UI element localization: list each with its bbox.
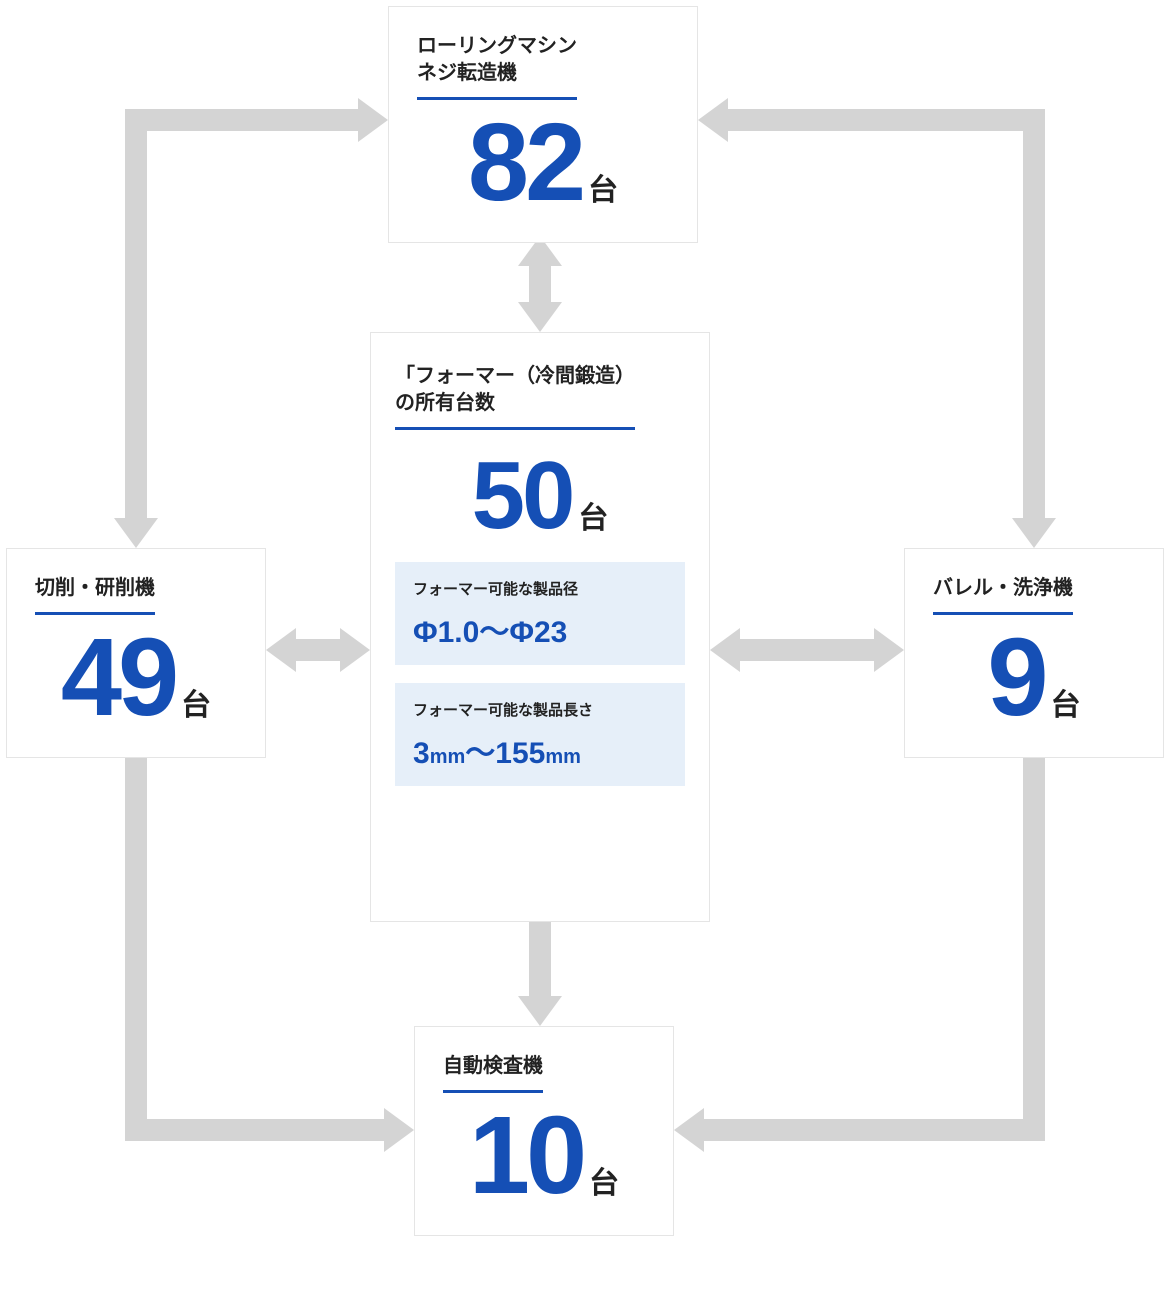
spec-diameter: フォーマー可能な製品径 Φ1.0～Φ23 — [395, 562, 685, 665]
node-value: 82 — [468, 108, 582, 218]
node-unit: 台 — [589, 1158, 619, 1202]
node-title: 自動検査機 — [443, 1053, 543, 1093]
spec-length: フォーマー可能な製品長さ 3mm～155mm — [395, 683, 685, 786]
node-unit: 台 — [181, 680, 211, 724]
node-title: 「フォーマー（冷間鍛造）の所有台数 — [395, 363, 635, 430]
node-barrel-wash: バレル・洗浄機 9 台 — [904, 548, 1164, 758]
spec-value: Φ1.0～Φ23 — [413, 607, 667, 651]
spec-label: フォーマー可能な製品長さ — [413, 699, 667, 720]
value-row: 10 台 — [443, 1101, 645, 1211]
value-row: 49 台 — [35, 623, 237, 733]
value-row: 9 台 — [933, 623, 1135, 733]
node-cutting: 切削・研削機 49 台 — [6, 548, 266, 758]
node-value: 10 — [469, 1101, 583, 1211]
node-auto-inspect: 自動検査機 10 台 — [414, 1026, 674, 1236]
diagram-canvas: ローリングマシンネジ転造機 82 台 「フォーマー（冷間鍛造）の所有台数 50 … — [0, 0, 1170, 1300]
value-row: 82 台 — [417, 108, 669, 218]
spec-label: フォーマー可能な製品径 — [413, 578, 667, 599]
node-value: 49 — [61, 623, 175, 733]
node-rolling-machine: ローリングマシンネジ転造機 82 台 — [388, 6, 698, 243]
node-unit: 台 — [1051, 680, 1081, 724]
value-row: 50 台 — [395, 448, 685, 544]
node-value: 50 — [472, 448, 573, 544]
node-title: バレル・洗浄機 — [933, 575, 1073, 615]
spec-value: 3mm～155mm — [413, 728, 667, 772]
node-title: ローリングマシンネジ転造機 — [417, 33, 577, 100]
node-unit: 台 — [578, 493, 608, 537]
node-unit: 台 — [588, 165, 618, 209]
node-title: 切削・研削機 — [35, 575, 155, 615]
node-value: 9 — [987, 623, 1044, 733]
node-former: 「フォーマー（冷間鍛造）の所有台数 50 台 フォーマー可能な製品径 Φ1.0～… — [370, 332, 710, 922]
